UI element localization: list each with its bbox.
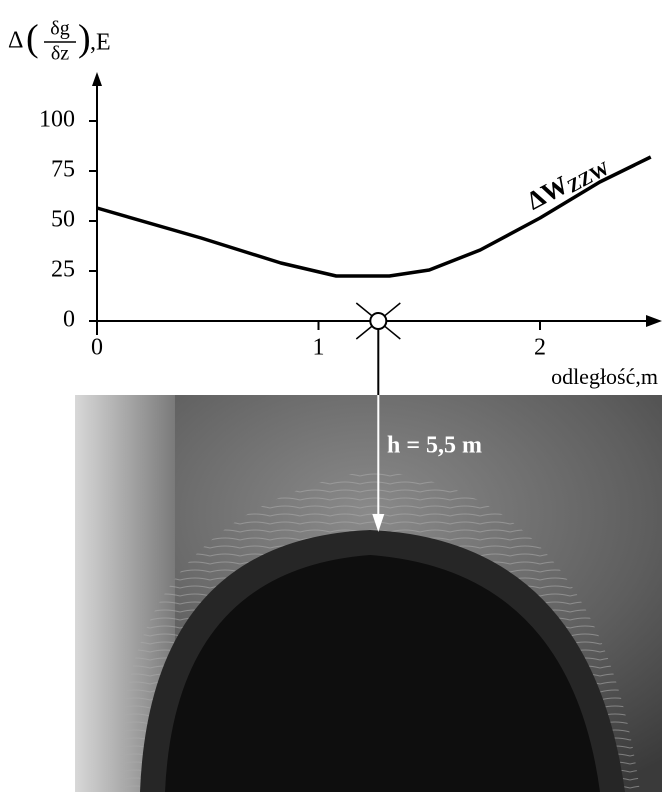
y-axis-arrow [92, 72, 102, 86]
y-tick-label: 75 [51, 157, 75, 183]
y-label-suffix: ,E [90, 30, 111, 56]
y-label-denominator: δz [51, 43, 69, 65]
x-axis-label: odległość,m [551, 364, 658, 389]
y-tick-label: 100 [39, 107, 75, 133]
x-tick-label: 1 [313, 335, 325, 361]
y-label-numerator: δg [50, 18, 69, 40]
depth-annotation: h = 5,5 m [387, 433, 482, 459]
x-tick-label: 0 [91, 335, 103, 361]
station [369, 312, 388, 330]
x-tick-label: 2 [534, 335, 546, 361]
y-tick-label: 25 [51, 257, 75, 283]
photo [75, 395, 662, 792]
y-label-prefix: Δ [8, 28, 23, 54]
x-axis-arrow [646, 315, 662, 327]
paren: ( [26, 18, 39, 60]
paren: ) [78, 18, 91, 60]
y-tick-label: 50 [51, 207, 75, 233]
data-line [96, 155, 652, 278]
series-name: ΔW [522, 170, 573, 215]
y-tick-label: 0 [63, 307, 75, 333]
y-axis-label: Δ ( δg δz ) ,E [8, 18, 111, 65]
depth-arrow [372, 514, 385, 532]
